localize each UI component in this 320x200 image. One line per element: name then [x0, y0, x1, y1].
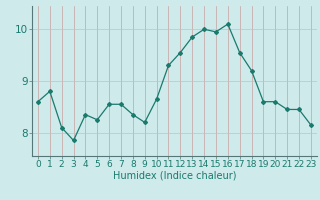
X-axis label: Humidex (Indice chaleur): Humidex (Indice chaleur) [113, 171, 236, 181]
